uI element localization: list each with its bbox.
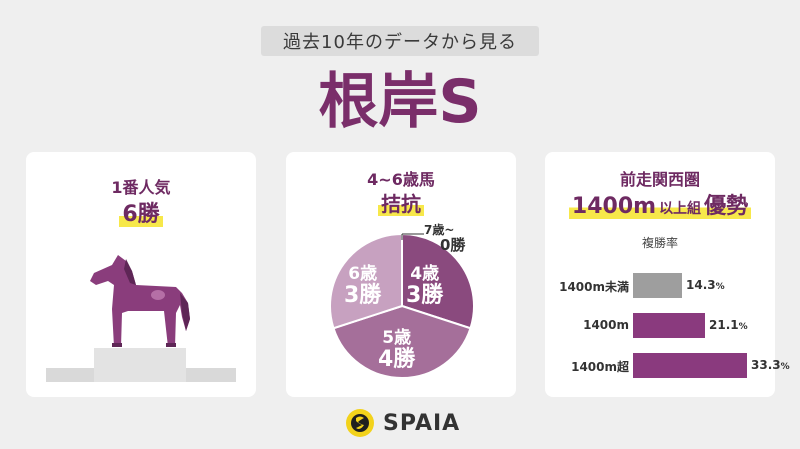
age-label: 4~6歳馬 (367, 170, 435, 189)
pie-slice-4yo (401, 234, 474, 330)
prev-race-card: 前走関西圏 1400m 以上組 優勢 複勝率 1400m未満 14.3% 1400m… (545, 152, 790, 397)
bar-value-equal: 21.1% (709, 318, 748, 332)
favorite-label: 1番人気 (111, 178, 171, 197)
bar-over (633, 353, 747, 378)
bar-under (633, 273, 682, 298)
prev-race-verdict: 1400m 以上組 優勢 (568, 194, 752, 219)
slice-label-5: 5歳 4勝 (378, 328, 416, 372)
brand-name: SPAIA (383, 410, 461, 436)
favorite-card: 1番人気 6勝 (26, 152, 256, 397)
callout-7plus: 7歳~ 0勝 (424, 223, 466, 255)
bar-value-under: 14.3% (686, 278, 725, 292)
pie-slice-6yo (330, 234, 403, 330)
bar-value-over: 33.3% (751, 358, 790, 372)
slice-label-6: 6歳 3勝 (344, 264, 382, 308)
horse-icon (90, 255, 190, 347)
bar-label-under: 1400m未満 (559, 280, 629, 294)
callout-leader-line (401, 233, 424, 240)
metric-label: 複勝率 (641, 236, 678, 250)
age-pie-chart (330, 234, 474, 378)
spaia-logo-icon (346, 409, 374, 437)
bar-label-equal: 1400m (583, 318, 629, 332)
page-title: 根岸S (318, 67, 482, 137)
prev-race-label: 前走関西圏 (619, 170, 700, 189)
age-verdict: 拮抗 (378, 192, 424, 216)
slice-label-4: 4歳 3勝 (406, 264, 444, 308)
bar-label-over: 1400m超 (571, 360, 629, 374)
header-subtitle: 過去10年のデータから見る (261, 26, 539, 56)
pie-slice-5yo (332, 304, 472, 378)
bar-equal (633, 313, 705, 338)
age-card: 4~6歳馬 拮抗 4歳 3勝 5歳 4勝 6歳 3勝 7歳~ 0勝 (286, 152, 516, 397)
podium-first-place (94, 348, 186, 382)
footer-brand: SPAIA (345, 406, 460, 440)
favorite-wins: 6勝 (119, 202, 163, 227)
